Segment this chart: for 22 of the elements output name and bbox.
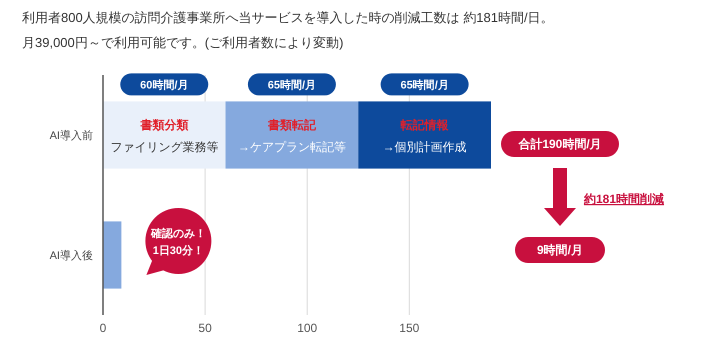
annotation: 確認のみ！ bbox=[150, 227, 206, 240]
x-tick-label: 50 bbox=[198, 321, 212, 335]
chart-title: 利用者800人規模の訪問介護事業所へ当サービスを導入した時の削減工数は 約181時間/日。 bbox=[22, 10, 554, 25]
annotation: 60時間/月 bbox=[140, 78, 188, 92]
annotation: 65時間/月 bbox=[400, 78, 449, 92]
y-tick-label: AI導入前 bbox=[50, 129, 93, 142]
x-tick-label: 0 bbox=[100, 321, 107, 335]
annotation: 転記情報 bbox=[400, 118, 450, 132]
annotation: 1日30分！ bbox=[152, 244, 204, 257]
annotation: →ケアプラン転記等 bbox=[238, 140, 346, 154]
annotation: ファイリング業務等 bbox=[110, 140, 218, 154]
text: 9時間/月 bbox=[536, 243, 584, 257]
annotation: 書類転記 bbox=[266, 118, 317, 132]
x-tick-label: 100 bbox=[297, 321, 318, 335]
text: 合計190時間/月 bbox=[517, 137, 602, 151]
chart-subtitle: 月39,000円～で利用可能です。(ご利用者数により変動) bbox=[22, 35, 344, 50]
annotation: 書類分類 bbox=[139, 118, 188, 132]
y-tick-label: AI導入後 bbox=[50, 249, 93, 262]
text: 約181時間削減 bbox=[583, 192, 664, 206]
annotation: 65時間/月 bbox=[268, 78, 316, 92]
annotation: →個別計画作成 bbox=[382, 140, 467, 154]
x-tick-label: 150 bbox=[399, 321, 420, 335]
